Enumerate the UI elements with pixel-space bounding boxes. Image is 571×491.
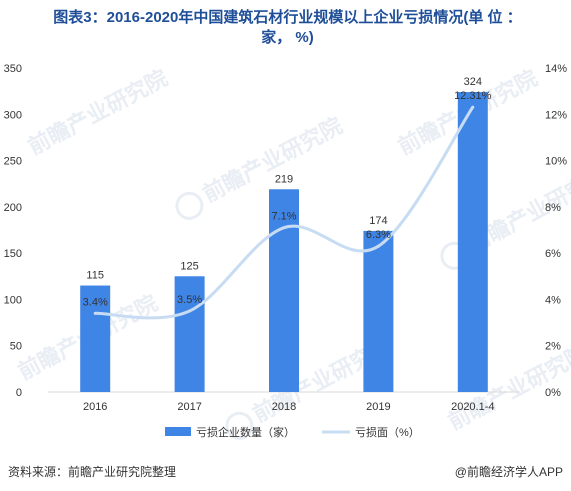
source-note: 资料来源：前瞻产业研究院整理	[8, 465, 177, 479]
y-right-tick-label: 14%	[545, 63, 567, 75]
y-left-tick-label: 100	[4, 294, 22, 306]
bar-value-label: 219	[275, 173, 293, 185]
line-point	[188, 309, 192, 313]
y-left-tick-label: 250	[4, 156, 22, 168]
y-right-tick-label: 10%	[545, 156, 567, 168]
y-left-tick-label: 50	[10, 341, 22, 353]
line-series	[93, 105, 475, 320]
y-left-tick-label: 200	[4, 202, 22, 214]
y-right-tick-label: 4%	[545, 294, 561, 306]
bar	[174, 276, 205, 392]
bar	[457, 92, 488, 392]
bar-value-label: 115	[86, 270, 104, 282]
x-tick-label: 2019	[366, 401, 390, 413]
y-left-tick-label: 150	[4, 248, 22, 260]
brand-note: @前瞻经济学人APP	[454, 465, 563, 479]
line-value-label: 3.5%	[177, 294, 202, 306]
legend-bar-swatch	[165, 427, 191, 436]
y-left-tick-label: 350	[4, 63, 22, 75]
bar-value-label: 174	[369, 215, 387, 227]
legend-bar-label: 亏损企业数量（家）	[196, 425, 295, 439]
line-point	[471, 105, 475, 109]
line-path	[95, 106, 475, 320]
line-point	[93, 311, 97, 315]
bar	[80, 285, 111, 392]
chart-title-line-2: 家， %)	[261, 29, 314, 46]
y-right-tick-label: 2%	[545, 341, 561, 353]
y-left-tick-label: 0	[16, 387, 22, 399]
bar	[363, 230, 394, 392]
y-left-tick-label: 300	[4, 109, 22, 121]
line-point	[376, 244, 380, 248]
line-value-label: 12.31%	[454, 90, 492, 102]
y-right-tick-label: 0%	[545, 387, 561, 399]
line-value-label: 7.1%	[271, 211, 296, 223]
line-value-label: 6.3%	[366, 229, 391, 241]
x-tick-label: 2017	[177, 401, 201, 413]
x-tick-label: 2020.1-4	[451, 401, 494, 413]
chart-axes: 0 50 100 150 200 250 300 350 0% 2% 4% 6% 8% 10% 12% 14%…	[4, 63, 568, 413]
chart-legend: 亏损企业数量（家） 亏损面（%）	[165, 425, 420, 439]
data-labels: 115 125 219 174 324 3.4% 3.5% 7.1% 6.3% 12.31%	[83, 76, 492, 308]
bar-value-label: 125	[180, 260, 198, 272]
line-value-label: 3.4%	[83, 296, 108, 308]
bar-value-label: 324	[464, 76, 482, 88]
y-right-tick-label: 12%	[545, 109, 567, 121]
line-point	[282, 226, 286, 230]
x-tick-label: 2016	[83, 401, 107, 413]
y-right-tick-label: 8%	[545, 202, 561, 214]
bar	[269, 189, 299, 392]
chart-title: 图表3：2016-2020年中国建筑石材行业规模以上企业亏损情况(单 位 ： 家…	[10, 8, 565, 48]
x-tick-label: 2018	[272, 401, 296, 413]
y-right-tick-label: 6%	[545, 248, 561, 260]
bar-series	[80, 92, 488, 392]
legend-line-label: 亏损面（%）	[355, 425, 420, 439]
chart-title-line-1: 图表3：2016-2020年中国建筑石材行业规模以上企业亏损情况(单 位 ：	[53, 9, 522, 26]
